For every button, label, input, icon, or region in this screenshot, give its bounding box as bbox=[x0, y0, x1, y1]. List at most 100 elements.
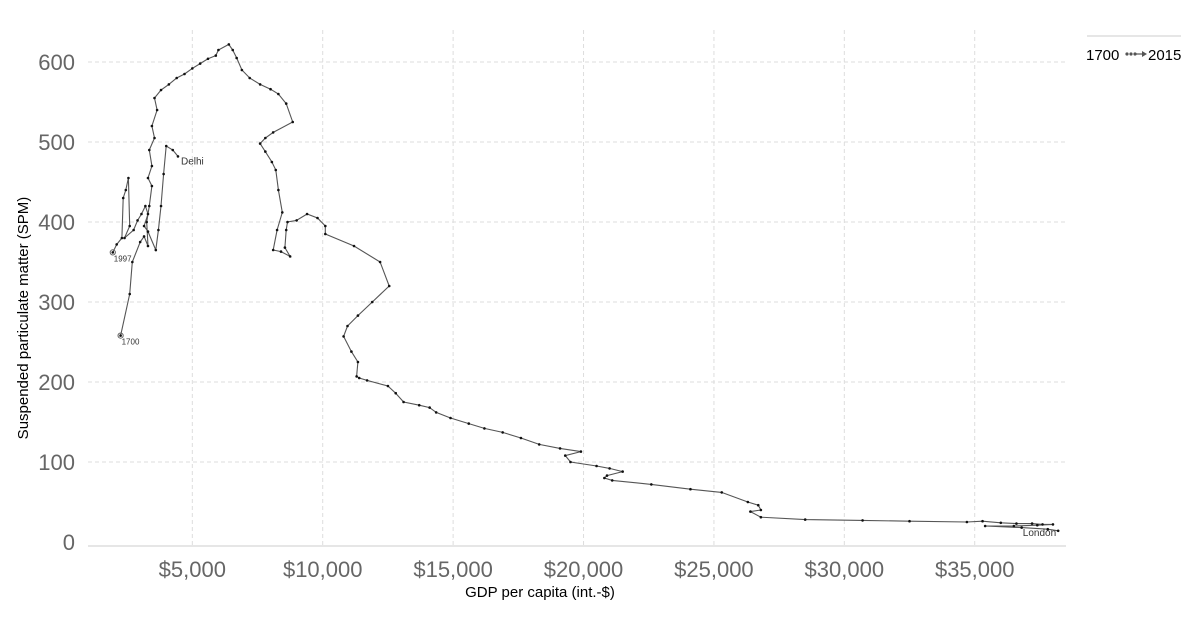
data-point[interactable] bbox=[270, 160, 274, 164]
data-point[interactable] bbox=[206, 57, 210, 61]
data-point[interactable] bbox=[288, 255, 292, 258]
data-point[interactable] bbox=[295, 219, 298, 222]
data-point[interactable] bbox=[759, 515, 763, 519]
data-point[interactable] bbox=[176, 155, 180, 158]
data-point[interactable] bbox=[370, 300, 374, 304]
data-point[interactable] bbox=[283, 246, 287, 249]
data-point[interactable] bbox=[280, 211, 284, 214]
data-point[interactable] bbox=[142, 235, 146, 238]
data-point[interactable] bbox=[119, 334, 122, 337]
data-point[interactable] bbox=[746, 500, 750, 504]
data-point[interactable] bbox=[608, 467, 611, 470]
data-point[interactable] bbox=[342, 335, 345, 338]
data-point[interactable] bbox=[231, 48, 235, 52]
data-point[interactable] bbox=[248, 76, 251, 80]
data-point[interactable] bbox=[147, 204, 151, 208]
data-point[interactable] bbox=[350, 350, 353, 353]
data-point[interactable] bbox=[274, 168, 278, 172]
data-point[interactable] bbox=[324, 224, 327, 228]
data-point[interactable] bbox=[603, 476, 606, 480]
data-point[interactable] bbox=[150, 164, 154, 168]
data-point[interactable] bbox=[346, 324, 349, 328]
data-point[interactable] bbox=[999, 521, 1003, 525]
data-point[interactable] bbox=[240, 68, 244, 72]
data-point[interactable] bbox=[621, 470, 624, 473]
data-point[interactable] bbox=[355, 375, 358, 378]
data-point[interactable] bbox=[519, 436, 523, 440]
data-point[interactable] bbox=[264, 150, 267, 153]
data-point[interactable] bbox=[157, 228, 160, 232]
data-point[interactable] bbox=[264, 136, 267, 140]
series-london[interactable] bbox=[117, 43, 1060, 533]
data-point[interactable] bbox=[759, 508, 763, 512]
data-point[interactable] bbox=[483, 427, 486, 430]
data-point[interactable] bbox=[1041, 523, 1044, 526]
data-point[interactable] bbox=[356, 314, 360, 317]
data-point[interactable] bbox=[756, 503, 760, 507]
data-point[interactable] bbox=[124, 188, 128, 192]
data-point[interactable] bbox=[402, 400, 405, 404]
series-line-london[interactable] bbox=[120, 43, 1059, 532]
data-point[interactable] bbox=[128, 224, 132, 228]
data-point[interactable] bbox=[1046, 527, 1050, 531]
data-point[interactable] bbox=[569, 460, 572, 464]
data-point[interactable] bbox=[1036, 523, 1039, 527]
data-point[interactable] bbox=[175, 76, 178, 80]
data-point[interactable] bbox=[305, 212, 309, 216]
time-legend[interactable]: 1700 2015 bbox=[1086, 35, 1181, 64]
data-point[interactable] bbox=[579, 450, 583, 453]
data-point[interactable] bbox=[235, 56, 238, 60]
data-point[interactable] bbox=[1051, 523, 1055, 526]
data-point[interactable] bbox=[720, 491, 724, 494]
legend-start-year[interactable]: 1700 bbox=[1086, 47, 1119, 64]
data-point[interactable] bbox=[159, 204, 163, 208]
data-point[interactable] bbox=[154, 248, 158, 252]
data-point[interactable] bbox=[537, 443, 541, 446]
data-point[interactable] bbox=[146, 244, 150, 248]
data-point[interactable] bbox=[324, 232, 327, 236]
data-point[interactable] bbox=[258, 142, 262, 145]
data-point[interactable] bbox=[365, 379, 369, 382]
data-point[interactable] bbox=[1020, 526, 1023, 529]
data-point[interactable] bbox=[142, 224, 146, 228]
data-point[interactable] bbox=[387, 284, 391, 288]
data-point[interactable] bbox=[749, 510, 752, 513]
data-point[interactable] bbox=[449, 416, 452, 420]
data-point[interactable] bbox=[417, 403, 421, 407]
data-point[interactable] bbox=[164, 144, 168, 148]
data-point[interactable] bbox=[144, 204, 147, 208]
data-point[interactable] bbox=[595, 464, 598, 468]
data-point[interactable] bbox=[217, 48, 220, 52]
series-delhi[interactable] bbox=[109, 144, 180, 256]
data-point[interactable] bbox=[146, 176, 150, 180]
legend-end-year[interactable]: 2015 bbox=[1148, 47, 1181, 64]
series-line-delhi[interactable] bbox=[112, 145, 179, 253]
data-point[interactable] bbox=[159, 88, 163, 92]
data-point[interactable] bbox=[150, 184, 154, 188]
data-point[interactable] bbox=[689, 487, 692, 491]
data-point[interactable] bbox=[271, 248, 275, 252]
data-point[interactable] bbox=[610, 479, 614, 482]
data-point[interactable] bbox=[269, 87, 272, 91]
data-point[interactable] bbox=[120, 236, 124, 240]
data-point[interactable] bbox=[605, 474, 609, 477]
data-point[interactable] bbox=[115, 243, 118, 246]
data-point[interactable] bbox=[434, 411, 438, 414]
data-point[interactable] bbox=[150, 124, 154, 128]
data-point[interactable] bbox=[286, 220, 289, 224]
data-point[interactable] bbox=[275, 228, 279, 232]
data-point[interactable] bbox=[558, 447, 562, 450]
data-point[interactable] bbox=[279, 250, 283, 253]
data-point[interactable] bbox=[284, 102, 288, 105]
data-point[interactable] bbox=[501, 431, 504, 434]
data-point[interactable] bbox=[147, 148, 151, 152]
data-point[interactable] bbox=[191, 67, 194, 70]
data-point[interactable] bbox=[1056, 529, 1060, 533]
data-point[interactable] bbox=[316, 216, 319, 220]
data-point[interactable] bbox=[198, 62, 202, 65]
data-point[interactable] bbox=[153, 136, 156, 140]
data-point[interactable] bbox=[155, 108, 159, 112]
data-point[interactable] bbox=[352, 244, 356, 248]
data-point[interactable] bbox=[167, 83, 171, 86]
data-point[interactable] bbox=[271, 131, 275, 134]
